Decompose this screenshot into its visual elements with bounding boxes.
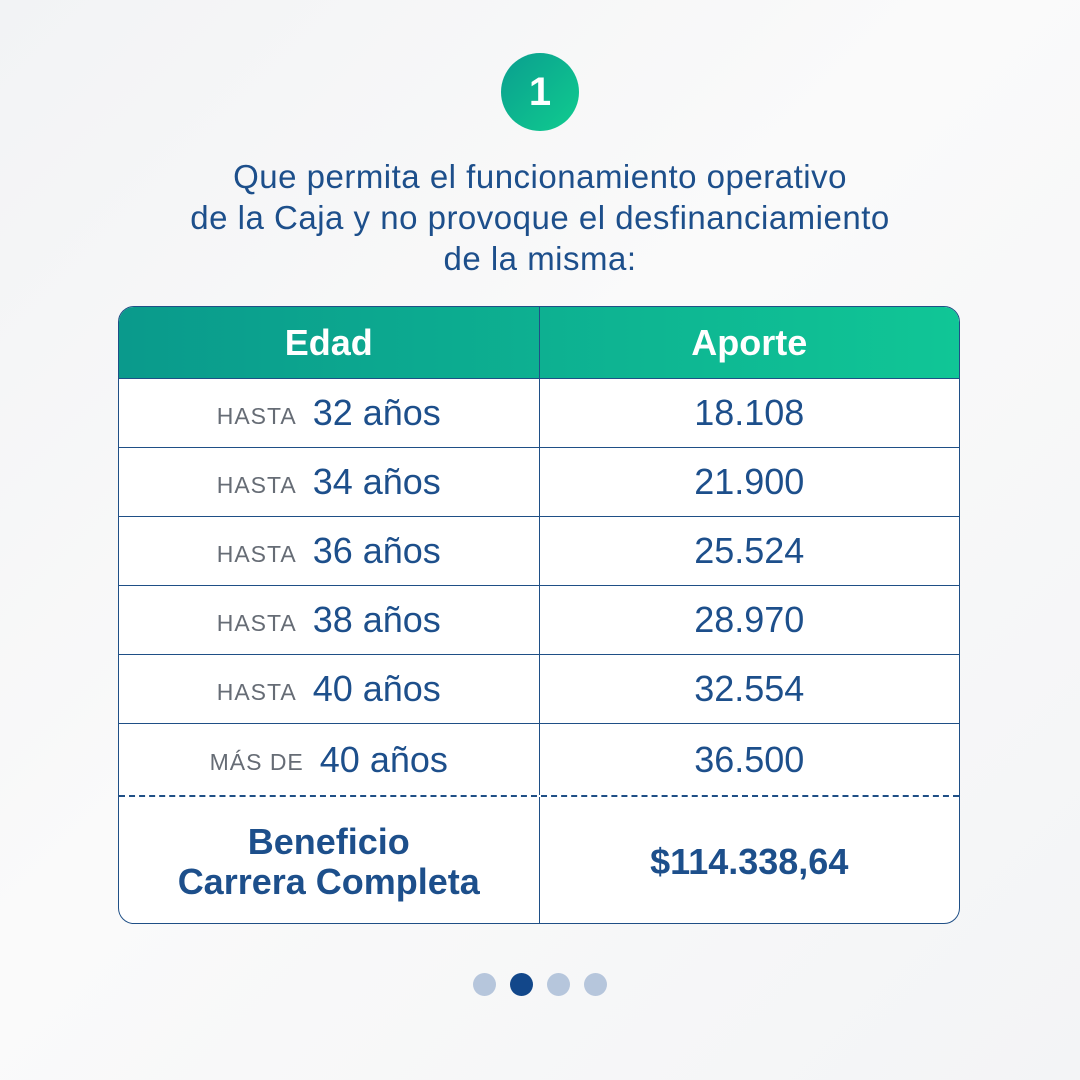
contribution-table: Edad Aporte HASTA 32 años 18.108 HASTA 3… <box>118 306 960 924</box>
carousel-pagination <box>473 973 607 996</box>
contribution-cell: 18.108 <box>694 392 805 433</box>
age-value: 40 años <box>312 668 441 709</box>
pagination-dot[interactable] <box>547 973 570 996</box>
table-row: HASTA 32 años 18.108 <box>119 379 959 448</box>
header-age: Edad <box>119 307 540 378</box>
age-prefix: HASTA <box>216 402 297 429</box>
intro-line-3: de la misma: <box>443 240 637 277</box>
contribution-cell: 36.500 <box>694 738 805 780</box>
age-value: 36 años <box>312 530 441 571</box>
age-cell: HASTA 40 años <box>119 655 540 723</box>
intro-line-2: de la Caja y no provoque el desfinanciam… <box>190 199 890 236</box>
age-value: 40 años <box>319 738 448 780</box>
intro-text: Que permita el funcionamiento operativo … <box>120 156 960 279</box>
total-value: $114.338,64 <box>650 841 849 882</box>
age-cell: HASTA 32 años <box>119 379 540 447</box>
age-prefix: HASTA <box>216 609 297 636</box>
pagination-dot[interactable] <box>584 973 607 996</box>
table-row: HASTA 34 años 21.900 <box>119 448 959 517</box>
total-label: Beneficio Carrera Completa <box>119 797 540 923</box>
age-value: 34 años <box>312 461 441 502</box>
step-number-badge: 1 <box>501 53 579 131</box>
age-prefix: MÁS DE <box>209 749 304 775</box>
age-value: 32 años <box>312 392 441 433</box>
age-cell: MÁS DE 40 años <box>119 724 540 795</box>
age-value: 38 años <box>312 599 441 640</box>
table-row: HASTA 36 años 25.524 <box>119 517 959 586</box>
age-prefix: HASTA <box>216 471 297 498</box>
total-row: Beneficio Carrera Completa $114.338,64 <box>119 797 959 923</box>
header-contribution: Aporte <box>691 321 808 363</box>
table-row: HASTA 40 años 32.554 <box>119 655 959 724</box>
pagination-dot[interactable] <box>473 973 496 996</box>
contribution-cell: 25.524 <box>694 530 805 571</box>
age-prefix: HASTA <box>216 540 297 567</box>
intro-line-1: Que permita el funcionamiento operativo <box>233 158 847 195</box>
age-cell: HASTA 36 años <box>119 517 540 585</box>
total-label-line-2: Carrera Completa <box>177 861 480 902</box>
total-label-line-1: Beneficio <box>247 821 410 862</box>
contribution-cell: 28.970 <box>694 599 805 640</box>
age-cell: HASTA 34 años <box>119 448 540 516</box>
pagination-dot-active[interactable] <box>510 973 533 996</box>
table-row: MÁS DE 40 años 36.500 <box>119 724 959 797</box>
table-header: Edad Aporte <box>119 307 959 379</box>
table-row: HASTA 38 años 28.970 <box>119 586 959 655</box>
age-prefix: HASTA <box>216 678 297 705</box>
contribution-cell: 32.554 <box>694 668 805 709</box>
contribution-cell: 21.900 <box>694 461 805 502</box>
age-cell: HASTA 38 años <box>119 586 540 654</box>
